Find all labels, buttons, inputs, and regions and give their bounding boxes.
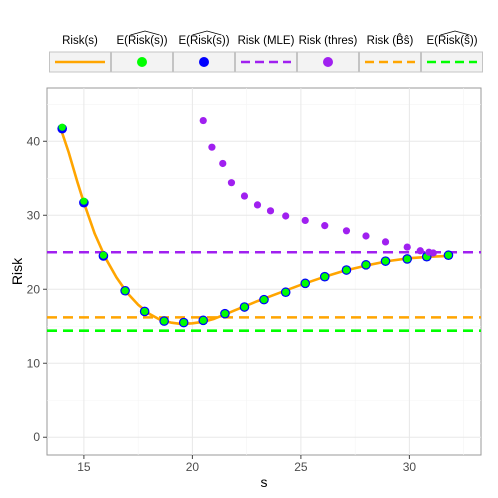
point-e-risk-s-green xyxy=(444,251,453,259)
point-e-risk-s-green xyxy=(58,123,66,131)
legend: Risk(s) E(Risk(s)) E(Risk(s)) Risk (MLE) Ris… xyxy=(49,30,483,73)
point-e-risk-s-green xyxy=(121,287,129,295)
point-e-risk-s-green xyxy=(342,266,351,274)
point-e-risk-s-green xyxy=(381,257,390,265)
point-e-risk-s-green xyxy=(99,251,108,259)
point-risk-thres xyxy=(253,201,262,209)
y-tick-label: 20 xyxy=(27,282,41,296)
legend-label: E(Risk(ŝ)) xyxy=(426,35,477,47)
x-tick-label: 15 xyxy=(77,460,91,474)
point-e-risk-s-green xyxy=(160,317,168,325)
legend-label: Risk(s) xyxy=(62,35,98,47)
point-risk-thres xyxy=(429,249,437,257)
point-e-risk-s-green xyxy=(221,310,229,318)
legend-hat-mark xyxy=(440,30,470,36)
point-risk-thres xyxy=(321,222,329,230)
point-e-risk-s-green xyxy=(403,255,411,263)
point-e-risk-s-green xyxy=(199,316,207,324)
y-axis-title: Risk xyxy=(9,257,25,285)
legend-key-box xyxy=(421,51,483,73)
y-tick-label: 30 xyxy=(27,208,41,222)
legend-hat-mark xyxy=(192,30,222,36)
point-e-risk-s-green xyxy=(362,261,370,269)
point-risk-thres xyxy=(362,232,370,240)
legend-key-point xyxy=(137,57,147,67)
y-tick-label: 10 xyxy=(27,356,41,370)
legend-key-point xyxy=(323,57,333,67)
legend-label: E(Risk(s)) xyxy=(178,35,229,47)
legend-label: Risk (thres) xyxy=(299,35,358,47)
point-risk-thres xyxy=(199,116,207,125)
point-risk-thres xyxy=(266,207,275,215)
x-axis-title: s xyxy=(261,474,268,490)
plot-panel xyxy=(46,87,482,456)
point-risk-thres xyxy=(403,243,411,251)
legend-label: Risk (B̂ŝ) xyxy=(367,33,414,47)
point-e-risk-s-green xyxy=(180,318,188,327)
point-risk-thres xyxy=(240,192,249,200)
point-e-risk-s-green xyxy=(321,273,329,281)
legend-key-box xyxy=(359,51,421,73)
point-risk-thres xyxy=(301,216,309,225)
x-tick-label: 25 xyxy=(294,460,308,474)
point-risk-thres xyxy=(208,143,216,151)
legend-label: E(Risk(s)) xyxy=(116,35,167,47)
point-e-risk-s-green xyxy=(141,307,149,316)
point-risk-thres xyxy=(227,179,236,187)
point-risk-thres xyxy=(282,212,290,220)
point-e-risk-s-green xyxy=(80,197,88,205)
x-axis: 15 20 25 30 xyxy=(77,455,416,474)
point-e-risk-s-green xyxy=(240,303,249,311)
legend-hat-mark xyxy=(130,30,160,36)
point-risk-thres xyxy=(381,238,390,246)
x-tick-label: 30 xyxy=(403,460,417,474)
series-points xyxy=(57,116,454,328)
point-e-risk-s-green xyxy=(260,296,268,304)
y-axis: 0 10 20 30 40 xyxy=(27,134,47,444)
point-risk-thres xyxy=(416,247,424,255)
x-tick-label: 20 xyxy=(186,460,200,474)
y-tick-label: 0 xyxy=(33,430,40,444)
point-e-risk-s-green xyxy=(301,279,309,287)
legend-key-box xyxy=(235,51,297,73)
point-e-risk-s-green xyxy=(282,288,290,296)
point-risk-thres xyxy=(342,227,351,235)
point-risk-thres xyxy=(219,159,227,168)
y-tick-label: 40 xyxy=(27,134,41,148)
legend-key-point xyxy=(199,57,209,67)
legend-label: Risk (MLE) xyxy=(238,35,295,47)
grid xyxy=(47,88,481,455)
